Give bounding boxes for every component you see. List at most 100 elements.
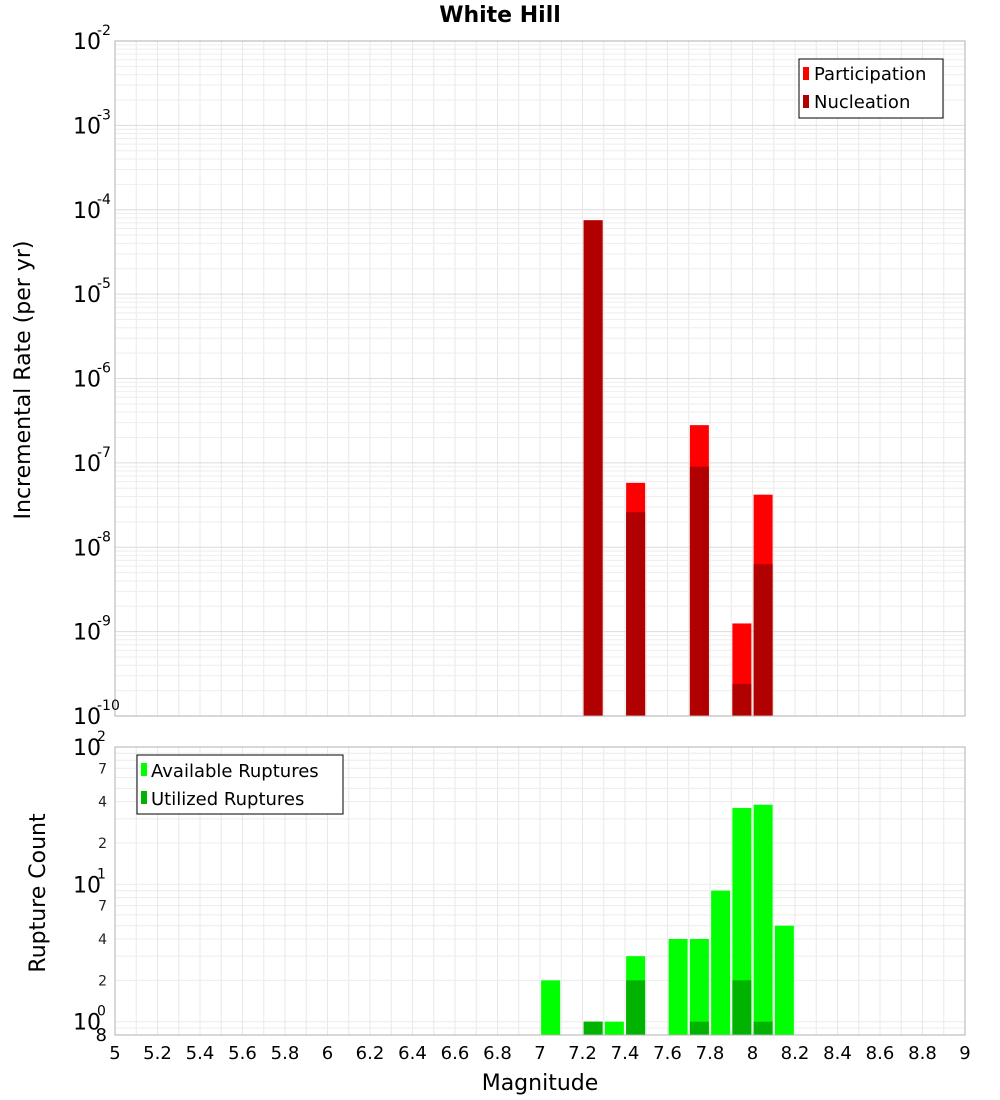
- tick-base: 10: [73, 30, 101, 55]
- tick-base: 10: [73, 114, 101, 139]
- tick-base: 10: [73, 705, 101, 730]
- x-tick-label: 5.6: [228, 1043, 257, 1064]
- tick-base: 10: [73, 283, 101, 308]
- legend-swatch-utilized: [141, 791, 147, 804]
- bottom-y-minor-tick-label: 2: [98, 836, 107, 852]
- bottom-y-major-tick-label: 100: [73, 1004, 106, 1036]
- utilized-ruptures-bar: [753, 1021, 773, 1035]
- top-plot-frame: [114, 40, 966, 717]
- tick-exponent: 0: [97, 1004, 106, 1020]
- top-y-tick-label: 10-4: [73, 192, 111, 224]
- top-y-tick-label: 10-8: [73, 529, 111, 561]
- x-tick-label: 5: [109, 1043, 120, 1064]
- nucleation-bar: [626, 512, 646, 716]
- utilized-ruptures-bar: [732, 980, 752, 1035]
- tick-base: 10: [73, 621, 101, 646]
- nucleation-bar: [753, 564, 773, 716]
- bottom-y-minor-tick-label: 4: [98, 932, 107, 948]
- bottom-y-major-tick-label: 102: [73, 729, 106, 761]
- x-tick-label: 8.6: [866, 1043, 895, 1064]
- utilized-ruptures-bar: [689, 1021, 709, 1035]
- bottom-y-minor-tick-label: 7: [98, 899, 107, 915]
- nucleation-bar: [583, 220, 603, 717]
- available-ruptures-bar: [774, 925, 794, 1035]
- x-tick-label: 8.8: [908, 1043, 937, 1064]
- chart-title: White Hill: [439, 3, 561, 28]
- tick-exponent: -4: [97, 192, 111, 208]
- legend-label-nucleation: Nucleation: [814, 92, 910, 113]
- x-tick-label: 9: [959, 1043, 970, 1064]
- tick-exponent: -3: [97, 107, 111, 123]
- utilized-ruptures-bar: [583, 1021, 603, 1035]
- x-tick-label: 8: [747, 1043, 758, 1064]
- bottom-y-minor-tick-label: 4: [98, 795, 107, 811]
- x-tick-label: 6.4: [398, 1043, 427, 1064]
- tick-base: 10: [73, 199, 101, 224]
- x-tick-label: 8.2: [781, 1043, 810, 1064]
- bottom-legend-box: [136, 754, 344, 815]
- top-y-tick-label: 10-9: [73, 614, 111, 646]
- available-ruptures-bar: [668, 939, 688, 1035]
- utilized-ruptures-bar: [626, 980, 646, 1035]
- x-tick-label: 6.8: [483, 1043, 512, 1064]
- bottom-y-axis-label: Rupture Count: [26, 813, 51, 973]
- x-tick-label: 6.6: [441, 1043, 470, 1064]
- x-tick-label: 7.8: [696, 1043, 725, 1064]
- legend-swatch-available: [141, 763, 147, 776]
- legend-label-participation: Participation: [814, 64, 926, 85]
- tick-base: 10: [73, 873, 101, 898]
- x-axis-label: Magnitude: [482, 1071, 599, 1096]
- top-y-tick-label: 10-7: [73, 445, 111, 477]
- legend-swatch-nucleation: [803, 95, 809, 108]
- available-ruptures-bar: [753, 804, 773, 1035]
- x-tick-label: 5.2: [143, 1043, 172, 1064]
- x-tick-label: 7.6: [653, 1043, 682, 1064]
- tick-exponent: -8: [97, 529, 111, 545]
- top-legend: Participation Nucleation: [798, 58, 944, 119]
- available-ruptures-bar: [604, 1021, 624, 1035]
- available-ruptures-bar: [711, 890, 731, 1035]
- tick-exponent: -9: [97, 614, 111, 630]
- bottom-plot-frame: [114, 746, 966, 1036]
- bottom-legend: Available Ruptures Utilized Ruptures: [136, 754, 344, 815]
- tick-base: 10: [73, 368, 101, 393]
- x-tick-label: 7.2: [568, 1043, 597, 1064]
- bottom-y-minor-tick-label: 8: [96, 1025, 107, 1046]
- tick-exponent: -7: [97, 445, 111, 461]
- x-tick-label: 6.2: [356, 1043, 385, 1064]
- top-y-tick-label: 10-3: [73, 107, 111, 139]
- available-ruptures-bar: [541, 980, 561, 1035]
- tick-base: 10: [73, 1011, 101, 1036]
- top-y-tick-label: 10-10: [73, 698, 120, 730]
- top-y-tick-label: 10-6: [73, 361, 111, 393]
- nucleation-bar: [689, 466, 709, 716]
- bottom-y-major-tick-label: 101: [73, 866, 106, 898]
- top-y-tick-label: 10-2: [73, 23, 111, 55]
- bottom-bars: [541, 804, 794, 1035]
- x-tick-label: 5.8: [271, 1043, 300, 1064]
- tick-exponent: 1: [97, 866, 106, 882]
- x-tick-labels: 5 5.2 5.4 5.6 5.8 6 6.2 6.4 6.6 6.8 7 7.2 7.4 7.6 7.8 8…: [109, 1043, 970, 1064]
- available-ruptures-bar: [689, 939, 709, 1035]
- tick-exponent: 2: [97, 729, 106, 745]
- tick-exponent: -10: [97, 698, 120, 714]
- available-ruptures-bar: [732, 807, 752, 1035]
- top-gridlines: [114, 41, 966, 717]
- x-tick-label: 7: [534, 1043, 545, 1064]
- top-legend-box: [798, 58, 944, 119]
- legend-label-utilized: Utilized Ruptures: [151, 789, 304, 810]
- tick-base: 10: [73, 736, 101, 761]
- legend-swatch-participation: [803, 67, 809, 80]
- top-y-tick-label: 10-5: [73, 276, 111, 308]
- nucleation-bar: [732, 683, 752, 716]
- x-tick-label: 8.4: [823, 1043, 852, 1064]
- top-y-axis-label: Incremental Rate (per yr): [11, 241, 36, 520]
- x-tick-label: 7.4: [611, 1043, 640, 1064]
- tick-base: 10: [73, 452, 101, 477]
- tick-exponent: -6: [97, 361, 111, 377]
